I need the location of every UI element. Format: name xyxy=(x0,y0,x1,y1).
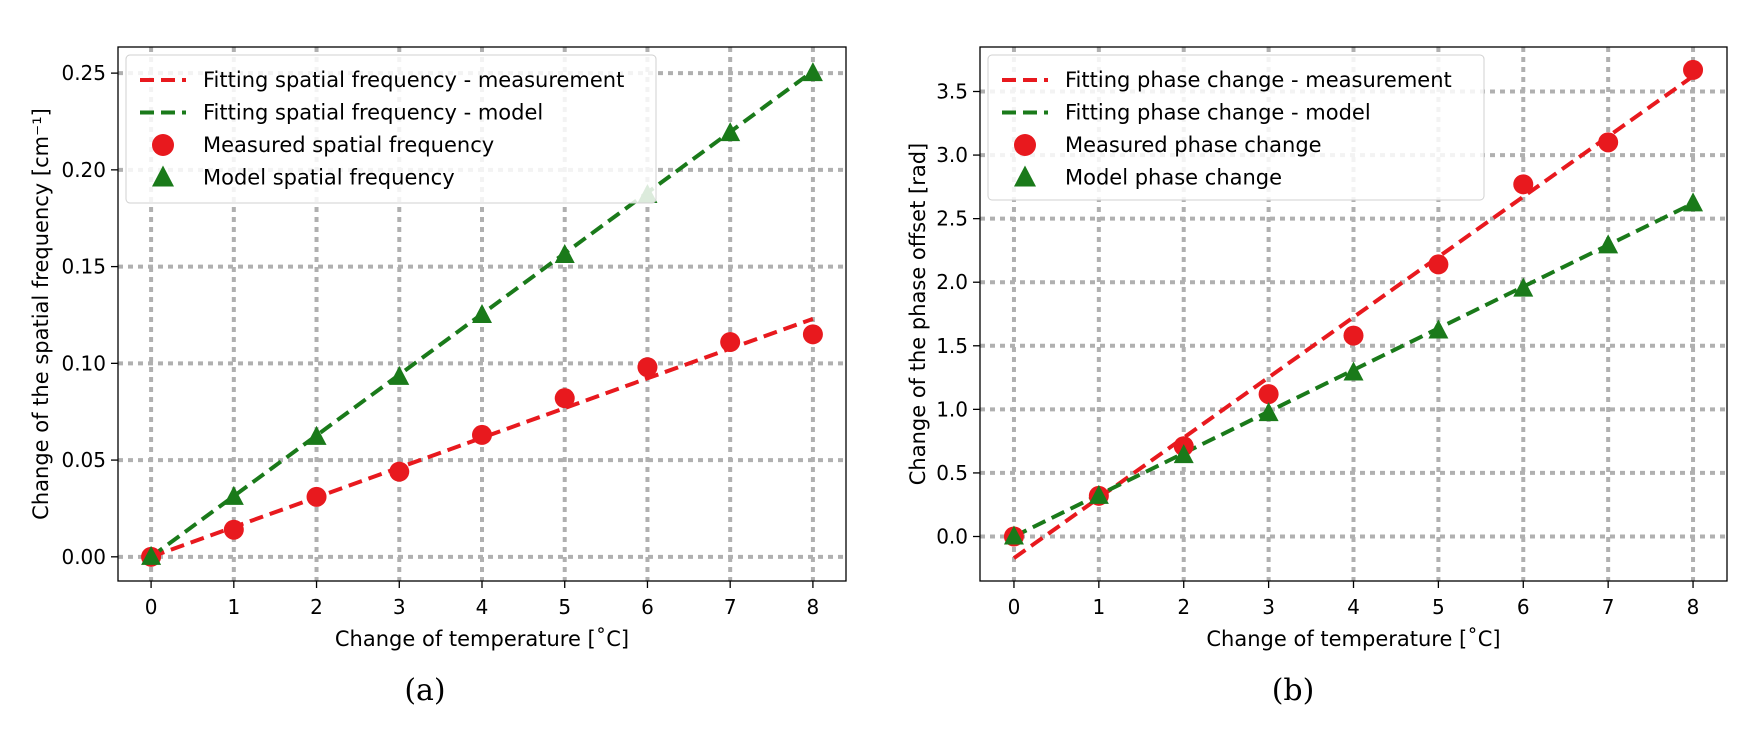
panel-caption: (a) xyxy=(404,673,445,708)
x-tick-label: 1 xyxy=(227,595,240,619)
panel-caption: (b) xyxy=(1272,673,1315,708)
data-point-circle xyxy=(1428,254,1449,275)
data-point-circle xyxy=(223,519,244,540)
y-tick-label: 0.25 xyxy=(61,61,106,85)
y-tick-label: 0.00 xyxy=(61,545,106,569)
x-tick-label: 3 xyxy=(1262,595,1275,619)
data-point-circle xyxy=(1513,174,1534,195)
data-point-triangle xyxy=(472,303,492,323)
legend-key-circle xyxy=(152,134,174,156)
legend-key-circle xyxy=(1014,134,1036,156)
x-tick-label: 4 xyxy=(476,595,489,619)
x-tick-label: 2 xyxy=(1177,595,1190,619)
y-tick-label: 0.10 xyxy=(61,351,106,375)
data-point-circle xyxy=(1598,132,1619,153)
chart-panel-a: 0 1 2 3 4 5 6 7 8 0.00 0.05 0.10 0.15 0.20 0.25 Change … xyxy=(29,46,847,708)
legend-box xyxy=(125,54,657,204)
y-tick-label: 0.05 xyxy=(61,448,106,472)
x-tick-label: 7 xyxy=(1602,595,1615,619)
x-axis-label: Change of temperature [˚C] xyxy=(335,627,629,651)
x-tick-label: 0 xyxy=(1008,595,1021,619)
legend-label: Fitting spatial frequency - measurement xyxy=(203,68,624,92)
legend-key-triangle xyxy=(152,165,174,187)
data-point-triangle xyxy=(1088,484,1109,504)
x-axis-label: Change of temperature [˚C] xyxy=(1206,627,1500,651)
y-tick-label: 3.0 xyxy=(936,143,968,167)
y-tick-label: 1.5 xyxy=(936,334,968,358)
data-point-circle xyxy=(472,424,492,445)
x-tick-label: 1 xyxy=(1092,595,1105,619)
x-tick-label: 3 xyxy=(393,595,406,619)
y-tick-label: 2.0 xyxy=(936,270,968,294)
data-point-circle xyxy=(389,461,410,482)
data-point-triangle xyxy=(554,243,575,263)
y-tick-label: 0.5 xyxy=(936,461,968,485)
data-point-triangle xyxy=(1003,525,1024,545)
data-point-triangle xyxy=(1173,444,1194,464)
legend-label: Measured phase change xyxy=(1065,133,1322,157)
data-point-triangle xyxy=(223,485,244,505)
data-point-triangle xyxy=(1598,234,1619,254)
series-line-0 xyxy=(1012,74,1695,560)
x-tick-label: 5 xyxy=(1432,595,1445,619)
data-point-circle xyxy=(554,388,575,409)
data-point-circle xyxy=(306,486,327,507)
x-tick-label: 4 xyxy=(1347,595,1360,619)
x-tick-label: 8 xyxy=(807,595,820,619)
data-point-triangle xyxy=(720,122,741,142)
y-axis-label: Change of the spatial frequency [cm⁻¹] xyxy=(29,108,53,520)
y-tick-label: 1.0 xyxy=(936,397,968,421)
y-tick-label: 0.0 xyxy=(936,525,968,549)
data-point-circle xyxy=(1258,384,1279,405)
y-tick-label: 0.20 xyxy=(61,158,106,182)
data-point-triangle xyxy=(802,62,823,82)
chart-panel-b: 0 1 2 3 4 5 6 7 8 0.0 0.5 1.0 1.5 2.0 2.5 3.0 3.5 Change … xyxy=(906,46,1728,708)
legend-box xyxy=(987,54,1485,201)
series-line-0 xyxy=(150,316,814,559)
y-tick-label: 3.5 xyxy=(936,80,968,104)
data-point-triangle xyxy=(1343,361,1364,381)
data-point-triangle xyxy=(1428,319,1449,339)
legend-key-triangle xyxy=(1014,165,1036,187)
legend-label: Fitting spatial frequency - model xyxy=(203,101,543,125)
legend-label: Fitting phase change - model xyxy=(1065,101,1371,125)
x-tick-label: 7 xyxy=(724,595,737,619)
data-point-triangle xyxy=(306,425,327,445)
data-point-circle xyxy=(802,324,823,345)
legend-label: Fitting phase change - measurement xyxy=(1065,68,1452,92)
legend-label: Model phase change xyxy=(1065,166,1282,190)
y-tick-label: 0.15 xyxy=(61,255,106,279)
data-point-circle xyxy=(1343,325,1364,346)
data-point-triangle xyxy=(389,365,410,385)
x-tick-label: 5 xyxy=(558,595,571,619)
data-point-triangle xyxy=(1683,192,1704,212)
data-point-circle xyxy=(720,332,741,353)
legend: Fitting phase change - measurement Fittin… xyxy=(987,54,1485,201)
y-tick-label: 2.5 xyxy=(936,207,968,231)
data-point-triangle xyxy=(1258,402,1279,422)
x-tick-label: 8 xyxy=(1687,595,1700,619)
x-tick-label: 2 xyxy=(310,595,323,619)
x-tick-label: 6 xyxy=(1517,595,1530,619)
legend: Fitting spatial frequency - measurement F… xyxy=(125,54,657,204)
data-point-triangle xyxy=(1513,277,1534,297)
x-tick-label: 0 xyxy=(145,595,158,619)
data-point-circle xyxy=(637,357,658,378)
y-axis-label: Change of the phase offset [rad] xyxy=(906,143,930,485)
x-tick-label: 6 xyxy=(641,595,654,619)
data-point-triangle xyxy=(141,545,162,565)
legend-label: Measured spatial frequency xyxy=(203,133,494,157)
data-point-circle xyxy=(1683,59,1704,80)
legend-label: Model spatial frequency xyxy=(203,166,455,190)
